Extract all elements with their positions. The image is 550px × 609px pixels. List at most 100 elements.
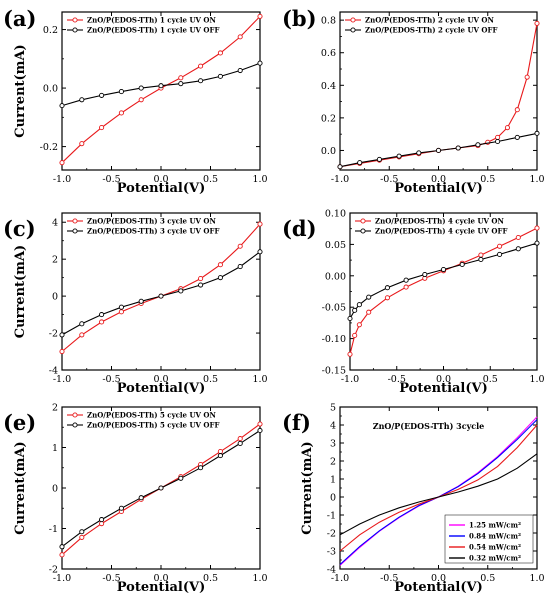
legend-entry: ZnO/P(EDOS-TTh) 4 cycle UV ON bbox=[375, 217, 505, 226]
x-tick-label: -1.0 bbox=[341, 374, 359, 385]
data-point bbox=[138, 85, 144, 91]
data-point bbox=[118, 89, 124, 95]
x-tick-label: 0.0 bbox=[153, 374, 168, 385]
data-point bbox=[217, 262, 223, 268]
panel-label: (e) bbox=[3, 410, 36, 435]
data-point bbox=[178, 81, 184, 87]
x-tick-label: -0.5 bbox=[388, 374, 406, 385]
data-point bbox=[198, 465, 204, 471]
data-point bbox=[515, 234, 521, 241]
data-point bbox=[455, 145, 461, 151]
y-tick-label: 0.10 bbox=[325, 209, 346, 220]
y-tick-label: 2 bbox=[330, 457, 336, 468]
legend-entry: ZnO/P(EDOS-TTh) 2 cycle UV ON bbox=[365, 16, 495, 25]
data-point bbox=[59, 332, 65, 338]
y-tick-label: 2 bbox=[52, 403, 58, 414]
x-tick-label: -0.5 bbox=[102, 374, 120, 385]
legend-swatch-marker bbox=[72, 17, 78, 23]
panel-c: -1.0 -0.5 0.0 0.5 1.0 -4 -2 0 2 4 (c) Potential(V) C… bbox=[3, 212, 268, 396]
x-tick-label: -0.5 bbox=[380, 174, 398, 185]
y-tick-label: -0.05 bbox=[322, 303, 346, 314]
y-tick-label: -0.15 bbox=[322, 366, 346, 377]
series-line-0 bbox=[339, 23, 538, 168]
legend-entry: ZnO/P(EDOS-TTh) 1 cycle UV OFF bbox=[87, 26, 219, 35]
y-tick-label: 0.6 bbox=[321, 48, 336, 59]
legend-box bbox=[444, 514, 534, 564]
y-tick-label: 0 bbox=[52, 292, 58, 303]
y-tick-label: 1 bbox=[330, 475, 336, 486]
x-tick-label: 0.5 bbox=[480, 174, 495, 185]
data-point bbox=[99, 92, 105, 98]
x-tick-label: -1.0 bbox=[53, 174, 71, 185]
data-point bbox=[478, 256, 484, 263]
panel-b: -1.0 -0.5 0.0 0.5 1.0 0.0 0.2 0.4 0.6 0.8 (b) Poten… bbox=[282, 6, 545, 196]
data-point bbox=[356, 322, 362, 328]
panel-label: (f) bbox=[282, 410, 311, 435]
data-point bbox=[534, 240, 540, 246]
data-point bbox=[478, 252, 484, 258]
legend-entry: ZnO/P(EDOS-TTh) 5 cycle UV ON bbox=[87, 411, 217, 420]
x-tick-label: -1.0 bbox=[331, 174, 349, 185]
y-tick-label: 5 bbox=[330, 403, 336, 414]
data-point bbox=[257, 249, 263, 255]
data-point bbox=[435, 147, 442, 154]
data-point bbox=[178, 75, 184, 81]
legend-swatch-marker bbox=[350, 17, 356, 23]
legend-entry: ZnO/P(EDOS-TTh) 5 cycle UV OFF bbox=[87, 421, 219, 430]
legend-swatch-marker bbox=[72, 422, 78, 428]
data-point bbox=[59, 103, 65, 109]
y-tick-label: -4 bbox=[327, 565, 336, 576]
data-point bbox=[59, 544, 65, 550]
y-axis-title: Current(mA) bbox=[300, 441, 315, 534]
y-tick-label: 4 bbox=[330, 421, 336, 432]
x-tick-label: 0.5 bbox=[483, 374, 498, 385]
legend-swatch-marker bbox=[350, 27, 356, 33]
y-tick-label: -1 bbox=[49, 524, 58, 535]
data-point bbox=[99, 312, 105, 318]
x-axis-title: Potential(V) bbox=[394, 580, 483, 595]
data-point bbox=[79, 97, 85, 103]
y-tick-label: -0.2 bbox=[40, 142, 58, 153]
y-tick-label: -4 bbox=[49, 366, 58, 377]
data-point bbox=[158, 485, 164, 491]
y-tick-label: 0 bbox=[330, 493, 336, 504]
data-point bbox=[237, 34, 243, 40]
legend-swatch-marker bbox=[72, 412, 78, 418]
x-tick-label: 0.5 bbox=[203, 573, 218, 584]
data-point bbox=[440, 266, 447, 273]
series-line-0 bbox=[349, 227, 538, 355]
data-point bbox=[376, 156, 382, 162]
data-point bbox=[403, 277, 409, 283]
data-point bbox=[217, 275, 223, 281]
data-point bbox=[79, 141, 85, 147]
panel-f: -1.0 -0.5 0.0 0.5 1.0 -4 -3 -2 -1 0 1 2 3 4 5 (f) Potent… bbox=[282, 403, 545, 596]
data-point bbox=[79, 534, 85, 540]
x-tick-label: 1.0 bbox=[252, 174, 267, 185]
x-tick-label: -1.0 bbox=[331, 573, 349, 584]
data-point bbox=[257, 421, 263, 427]
legend-entry: 0.54 mW/cm² bbox=[469, 543, 521, 552]
data-point bbox=[198, 63, 204, 69]
data-point bbox=[99, 517, 105, 523]
data-point bbox=[524, 74, 530, 80]
data-point bbox=[352, 332, 358, 339]
x-tick-label: -0.5 bbox=[102, 174, 120, 185]
legend-swatch-marker bbox=[72, 228, 78, 234]
data-point bbox=[237, 440, 243, 447]
x-tick-label: 1.0 bbox=[252, 573, 267, 584]
data-point bbox=[514, 134, 520, 140]
x-tick-label: 0.5 bbox=[480, 573, 495, 584]
y-tick-label: -2 bbox=[49, 329, 58, 340]
data-point bbox=[99, 125, 105, 131]
data-point bbox=[422, 271, 428, 278]
x-tick-label: 1.0 bbox=[529, 573, 544, 584]
y-tick-label: 0.2 bbox=[43, 25, 58, 36]
y-tick-label: -1 bbox=[327, 511, 336, 522]
data-point bbox=[59, 160, 65, 166]
panel-e: -1.0 -0.5 0.0 0.5 1.0 -2 -1 0 1 2 (e) Potential(V) C… bbox=[3, 403, 268, 596]
data-point bbox=[138, 97, 144, 103]
data-point bbox=[337, 164, 343, 170]
y-axis-title: Current(mA) bbox=[13, 441, 28, 534]
plot-frame bbox=[339, 11, 538, 171]
data-point bbox=[384, 285, 390, 291]
